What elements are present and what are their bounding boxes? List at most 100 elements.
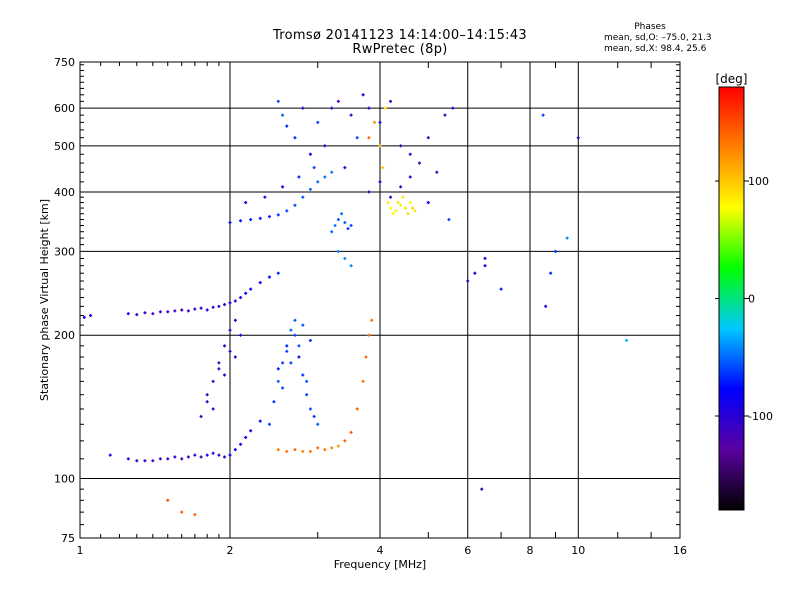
data-point <box>285 349 289 353</box>
data-point <box>480 487 484 491</box>
data-point <box>276 448 280 452</box>
data-point <box>323 448 327 452</box>
data-point <box>330 230 334 234</box>
data-point <box>211 379 215 383</box>
data-point <box>135 459 139 463</box>
y-tick-label: 500 <box>54 140 75 153</box>
data-point <box>205 453 209 457</box>
data-point <box>166 457 170 461</box>
data-point <box>549 271 553 275</box>
data-point <box>406 212 410 216</box>
data-point <box>394 209 398 213</box>
data-point <box>263 195 267 199</box>
data-point <box>180 457 184 461</box>
data-point <box>355 136 359 140</box>
data-point <box>258 281 262 285</box>
data-point <box>349 430 353 434</box>
data-point <box>451 106 455 110</box>
data-point <box>408 175 412 179</box>
data-point <box>308 407 312 411</box>
data-point <box>349 113 353 117</box>
y-tick-label: 75 <box>61 532 75 545</box>
phase-stats-o-mode: mean, sd,O: –75.0, 21.3 <box>604 33 712 43</box>
data-point <box>239 333 243 337</box>
data-point <box>89 314 93 318</box>
data-point <box>205 400 209 404</box>
data-point <box>426 201 430 205</box>
data-point <box>308 338 312 342</box>
data-point <box>233 318 237 322</box>
data-point <box>383 106 387 110</box>
data-point <box>239 219 243 223</box>
data-point <box>108 453 112 457</box>
data-point <box>399 144 403 148</box>
data-point <box>211 451 215 455</box>
colorbar-tick-label: 100 <box>748 175 769 188</box>
data-point <box>378 180 382 184</box>
colorbar-tick-label: -100 <box>748 410 773 423</box>
data-point <box>223 303 227 307</box>
data-point <box>381 166 385 170</box>
data-point <box>336 99 340 103</box>
y-axis-label: Stationary phase Virtual Height [km] <box>38 199 51 401</box>
data-point <box>233 448 237 452</box>
data-point <box>82 315 86 319</box>
data-point <box>233 299 237 303</box>
data-point <box>228 328 232 332</box>
data-point <box>285 124 289 128</box>
data-point <box>343 439 347 443</box>
data-point <box>565 236 569 240</box>
data-point <box>473 271 477 275</box>
data-point <box>158 457 162 461</box>
data-point <box>244 435 248 439</box>
data-point <box>293 448 297 452</box>
data-point <box>403 206 407 210</box>
data-point <box>217 367 221 371</box>
data-point <box>293 136 297 140</box>
data-point <box>343 221 347 225</box>
data-point <box>244 201 248 205</box>
data-point <box>289 328 293 332</box>
data-point <box>276 271 280 275</box>
data-point <box>289 361 293 365</box>
data-point <box>316 446 320 450</box>
data-point <box>346 227 350 231</box>
x-tick-label: 2 <box>227 544 234 557</box>
data-point <box>239 442 243 446</box>
data-point <box>417 161 421 165</box>
data-point <box>370 318 374 322</box>
data-point <box>267 275 271 279</box>
data-point <box>308 449 312 453</box>
x-tick-label: 10 <box>571 544 585 557</box>
data-point <box>349 264 353 268</box>
colorbar-label: [deg] <box>716 72 748 86</box>
data-point <box>297 355 301 359</box>
data-point <box>576 136 580 140</box>
data-point <box>389 206 393 210</box>
data-point <box>143 459 147 463</box>
data-point <box>301 449 305 453</box>
data-point <box>285 449 289 453</box>
data-point <box>281 113 285 117</box>
x-tick-label: 6 <box>464 544 471 557</box>
chart-title: Tromsø 20141123 14:14:00–14:15:43 <box>272 28 528 43</box>
data-point <box>239 296 243 300</box>
data-point <box>276 213 280 217</box>
data-point <box>276 99 280 103</box>
data-point <box>180 308 184 312</box>
data-point <box>249 287 253 291</box>
data-point <box>389 99 393 103</box>
data-point <box>180 510 184 514</box>
data-point <box>281 361 285 365</box>
data-point <box>553 249 557 253</box>
y-tick-label: 600 <box>54 102 75 115</box>
chart-subtitle: RwPretec (8p) <box>352 42 448 57</box>
data-point <box>541 113 545 117</box>
data-point <box>223 455 227 459</box>
data-point <box>408 152 412 156</box>
data-point <box>276 379 280 383</box>
colorbar <box>718 86 745 511</box>
x-tick-label: 1 <box>77 544 84 557</box>
data-point <box>349 224 353 228</box>
data-point <box>413 209 417 213</box>
